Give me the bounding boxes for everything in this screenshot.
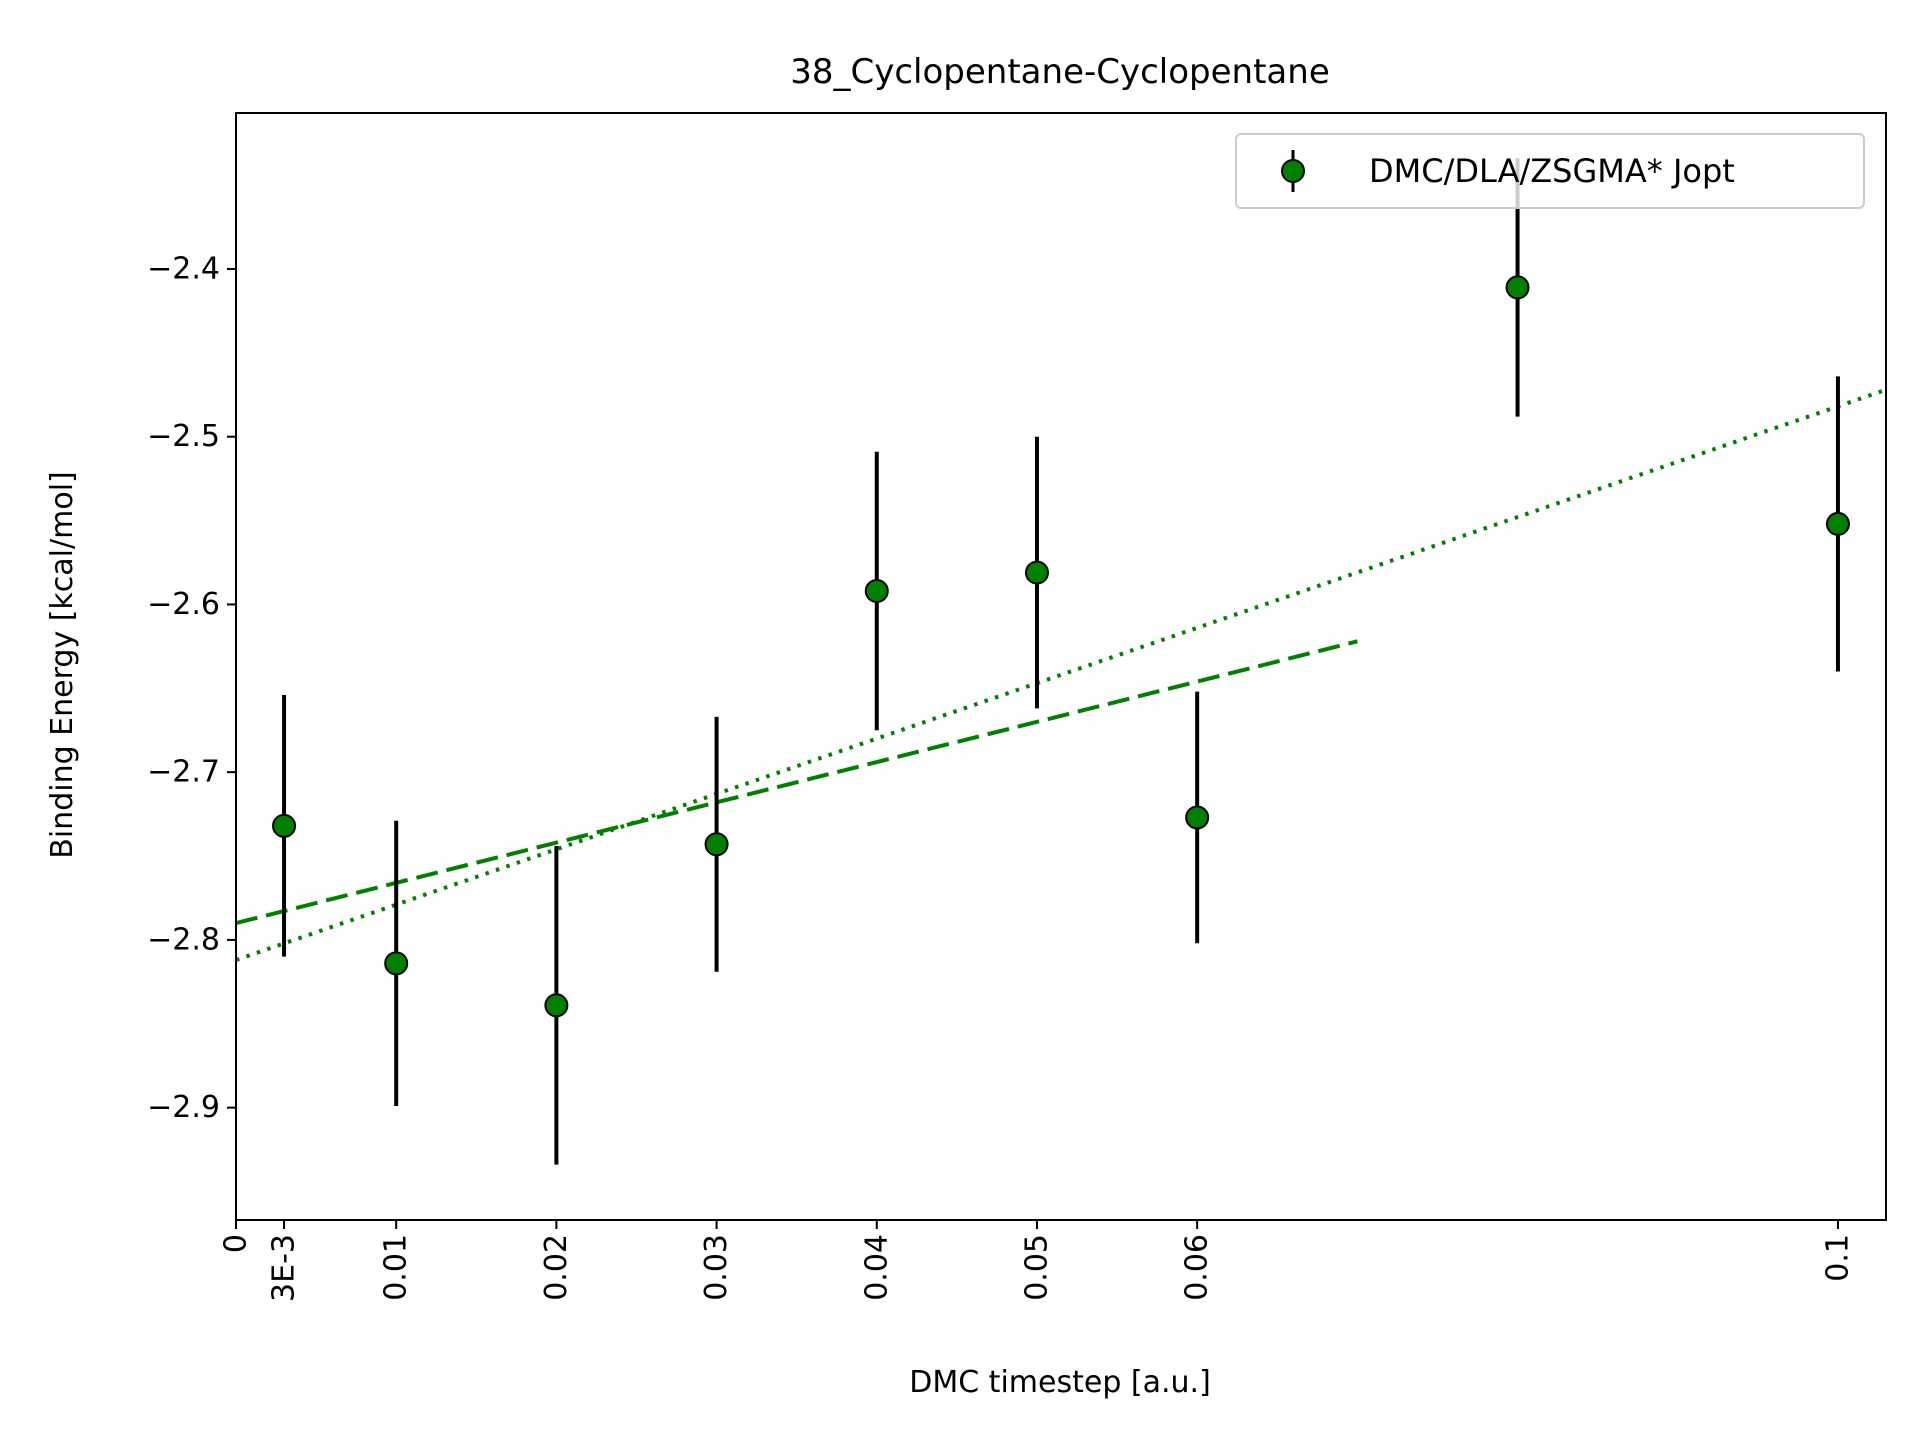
data-point — [1825, 511, 1850, 536]
x-tick-label: 0.02 — [539, 1234, 574, 1301]
legend-label: DMC/DLA/ZSGMA* Jopt — [1369, 152, 1735, 190]
x-tick-label: 0.04 — [859, 1234, 894, 1301]
y-tick-label: −2.4 — [147, 251, 220, 286]
fit-lines — [235, 387, 1887, 962]
data-point — [1024, 560, 1049, 585]
x-tick-label: 0.06 — [1180, 1234, 1215, 1301]
y-tick-label: −2.9 — [147, 1090, 220, 1125]
data-point — [544, 993, 569, 1018]
data-point — [384, 951, 409, 976]
x-axis-ticks: 0 3E-3 0.01 0.02 0.03 0.04 0.05 0.06 0.1 — [219, 1220, 1855, 1302]
y-tick-label: −2.6 — [147, 587, 220, 622]
data-point — [272, 813, 297, 838]
data-point — [1185, 805, 1210, 830]
fit-line-dashed — [235, 639, 1358, 926]
data-points — [272, 275, 1850, 1018]
legend: DMC/DLA/ZSGMA* Jopt — [1235, 133, 1865, 209]
legend-box — [1235, 133, 1865, 209]
plot-frame — [235, 112, 1887, 1221]
x-axis-label: DMC timestep [a.u.] — [909, 1365, 1211, 1400]
y-axis-label: Binding Energy [kcal/mol] — [45, 471, 80, 858]
x-tick-label: 0.01 — [379, 1234, 414, 1301]
data-point — [1505, 275, 1530, 300]
data-point — [864, 579, 889, 604]
legend-marker — [1281, 159, 1305, 183]
chart-title: 38_Cyclopentane-Cyclopentane — [790, 52, 1330, 92]
y-tick-label: −2.5 — [147, 419, 220, 454]
x-tick-label: 3E-3 — [267, 1234, 302, 1302]
fit-line-dotted — [235, 387, 1887, 962]
x-tick-label: 0.05 — [1019, 1234, 1054, 1301]
plot-area — [236, 113, 1886, 1220]
y-tick-label: −2.8 — [147, 922, 220, 957]
y-axis-ticks: −2.4 −2.5 −2.6 −2.7 −2.8 −2.9 — [147, 251, 236, 1125]
y-tick-label: −2.7 — [147, 755, 220, 790]
x-tick-label: 0.1 — [1820, 1234, 1855, 1282]
data-point — [704, 832, 729, 857]
x-tick-label: 0 — [219, 1234, 254, 1253]
x-tick-label: 0.03 — [699, 1234, 734, 1301]
